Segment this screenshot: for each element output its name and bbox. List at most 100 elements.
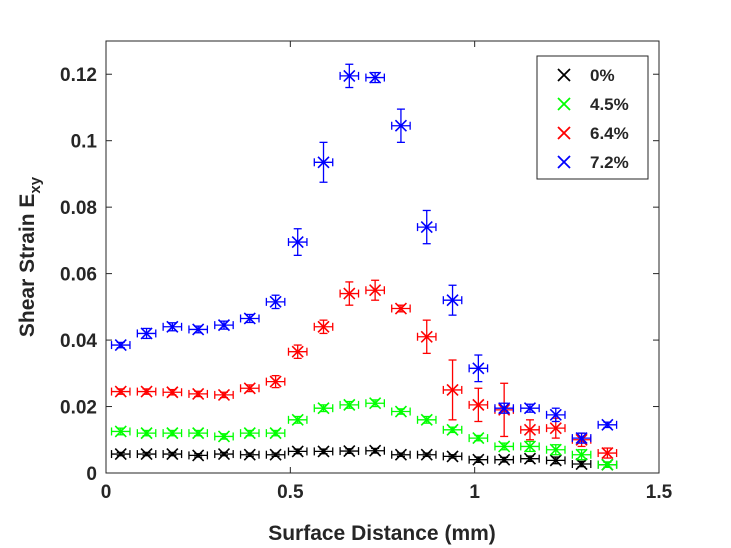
y-axis-label-main: Shear Strain E <box>16 194 39 338</box>
data-point <box>192 387 205 400</box>
point-marker <box>243 382 256 395</box>
x-tick-label: 1.5 <box>646 482 673 503</box>
data-point <box>369 444 382 457</box>
data-point <box>369 284 382 297</box>
data-point <box>166 427 179 440</box>
data-point <box>446 383 459 396</box>
data-point <box>166 320 179 333</box>
data-point <box>394 448 407 461</box>
data-point <box>166 447 179 461</box>
point-marker <box>140 447 153 461</box>
data-point <box>192 323 205 336</box>
data-point <box>601 418 614 431</box>
point-marker <box>166 427 179 440</box>
legend-marker <box>557 68 571 82</box>
point-marker <box>217 447 231 461</box>
legend-entry: 0% <box>557 66 615 85</box>
data-point <box>114 425 127 438</box>
point-marker <box>420 448 433 461</box>
point-marker <box>498 402 511 415</box>
point-marker <box>192 387 205 400</box>
point-marker <box>217 430 231 443</box>
chart-marks <box>110 63 618 471</box>
point-marker <box>317 445 330 458</box>
point-marker <box>523 402 537 415</box>
point-marker <box>601 458 614 471</box>
point-marker <box>420 221 433 234</box>
point-marker <box>446 423 459 436</box>
data-point <box>394 405 407 418</box>
data-point <box>140 427 153 440</box>
data-point <box>601 458 614 471</box>
data-point <box>472 432 485 445</box>
y-tick-label: 0.02 <box>60 398 97 419</box>
point-marker <box>114 338 127 352</box>
data-point <box>192 449 205 462</box>
legend-label: 4.5% <box>590 95 629 114</box>
point-marker <box>269 295 282 308</box>
data-point <box>420 330 433 343</box>
point-marker <box>269 375 282 388</box>
point-marker <box>420 330 433 343</box>
data-point <box>114 385 127 398</box>
data-point <box>317 445 330 458</box>
point-marker <box>114 425 127 438</box>
data-point <box>575 432 588 445</box>
y-tick-label: 0.1 <box>71 132 98 153</box>
series-0% <box>110 444 618 471</box>
point-marker <box>420 413 433 426</box>
series-7.2% <box>110 63 618 445</box>
point-marker <box>291 413 304 426</box>
point-marker <box>446 383 459 396</box>
point-marker <box>343 398 356 411</box>
point-marker <box>243 312 256 325</box>
point-marker <box>369 397 382 410</box>
legend-label: 0% <box>590 66 615 85</box>
data-point <box>269 427 282 440</box>
data-point <box>394 302 407 315</box>
data-point <box>217 447 231 461</box>
y-tick-label: 0.06 <box>60 265 97 286</box>
point-marker <box>192 323 205 336</box>
data-point <box>317 156 330 169</box>
point-marker <box>343 445 356 458</box>
point-marker <box>269 448 282 461</box>
series-6.4% <box>110 279 618 460</box>
data-point <box>166 386 179 399</box>
legend: 0% 4.5% 6.4% 7.2% <box>536 55 649 180</box>
data-point <box>291 445 304 458</box>
point-marker <box>114 447 127 461</box>
point-marker <box>472 362 485 375</box>
point-marker <box>343 287 356 300</box>
data-point <box>420 413 433 426</box>
point-marker <box>140 385 153 398</box>
legend-box <box>536 55 649 180</box>
point-marker <box>523 440 537 453</box>
point-marker <box>549 443 562 456</box>
data-point <box>420 221 433 234</box>
data-point <box>343 287 356 300</box>
y-tick-label: 0.08 <box>60 198 97 219</box>
data-point <box>217 388 231 401</box>
legend-label: 7.2% <box>590 153 629 172</box>
point-marker <box>549 454 562 467</box>
data-point <box>243 448 256 461</box>
y-axis-label-subscript: xy <box>27 176 44 193</box>
point-marker <box>394 405 407 418</box>
data-point <box>217 430 231 443</box>
point-marker <box>575 432 588 445</box>
point-marker <box>549 408 562 421</box>
data-point <box>498 402 511 415</box>
point-marker <box>498 453 511 466</box>
x-tick-label: 1 <box>469 482 480 503</box>
data-point <box>498 440 511 453</box>
point-marker <box>317 156 330 169</box>
point-marker <box>369 284 382 297</box>
data-point <box>317 320 330 333</box>
point-marker <box>549 422 562 435</box>
point-marker <box>472 398 485 411</box>
data-point <box>343 445 356 458</box>
data-point <box>446 450 459 463</box>
point-marker <box>575 457 588 471</box>
